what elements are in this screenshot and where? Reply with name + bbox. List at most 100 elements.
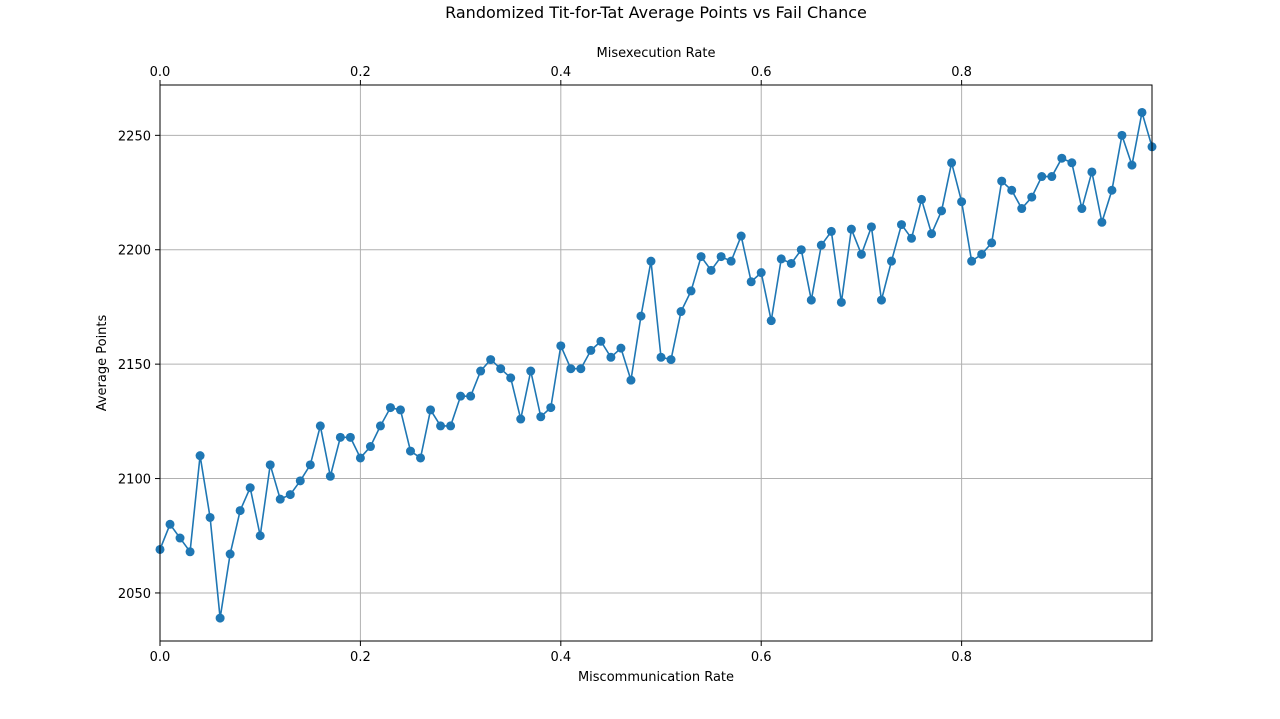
x-top-tick-label: 0.0	[150, 65, 171, 80]
data-point	[927, 229, 937, 239]
data-point	[506, 373, 516, 383]
data-point	[576, 364, 586, 374]
data-point	[426, 405, 436, 415]
data-point	[486, 355, 496, 365]
data-point	[816, 240, 826, 250]
data-point	[1117, 130, 1127, 140]
data-point	[255, 531, 265, 541]
data-point	[345, 432, 355, 442]
data-point	[776, 254, 786, 264]
data-point	[235, 506, 245, 516]
x-top-tick-label: 0.8	[951, 65, 972, 80]
y-axis-label: Average Points	[95, 314, 110, 411]
data-point	[1087, 167, 1097, 177]
data-point	[997, 176, 1007, 186]
data-point	[766, 316, 776, 326]
data-point	[826, 226, 836, 236]
data-point	[375, 421, 385, 431]
chart-title: Randomized Tit-for-Tat Average Points vs…	[445, 3, 867, 22]
data-point	[1067, 158, 1077, 168]
points	[155, 107, 1157, 623]
data-point	[696, 252, 706, 262]
data-point	[806, 295, 816, 305]
data-point	[1007, 185, 1017, 195]
data-point	[1097, 217, 1107, 227]
data-point	[947, 158, 957, 168]
data-point	[395, 405, 405, 415]
data-point	[636, 311, 646, 321]
data-point	[596, 336, 606, 346]
data-point	[496, 364, 506, 374]
ticks: 0.0 0.0 0.2 0.2 0.4 0.4 0.6 0.6 0.8 0.8 2050 2100 21…	[118, 65, 972, 665]
data-point	[315, 421, 325, 431]
x-top-tick-label: 0.6	[751, 65, 772, 80]
data-point	[656, 352, 666, 362]
data-point	[446, 421, 456, 431]
data-point	[295, 476, 305, 486]
data-point	[165, 519, 175, 529]
data-point	[646, 256, 656, 266]
x-tick-label: 0.6	[751, 650, 772, 665]
series-line-group	[159, 112, 1153, 619]
data-point	[225, 549, 235, 559]
data-point	[1027, 192, 1037, 202]
data-point	[616, 343, 626, 353]
data-point	[686, 286, 696, 296]
data-point	[215, 613, 225, 623]
x-axis-label: Miscommunication Rate	[578, 670, 734, 685]
data-point	[746, 277, 756, 287]
data-point	[416, 453, 426, 463]
data-point	[536, 412, 546, 422]
data-point	[546, 403, 556, 413]
data-point	[1127, 160, 1137, 170]
data-point	[836, 297, 846, 307]
data-point	[1137, 107, 1147, 117]
data-point	[586, 345, 596, 355]
data-point	[1047, 172, 1057, 182]
data-point	[335, 432, 345, 442]
plot-frame	[159, 84, 1153, 642]
data-point	[856, 249, 866, 259]
y-tick-label: 2100	[118, 473, 151, 488]
data-point	[456, 391, 466, 401]
x-top-tick-label: 0.2	[350, 65, 371, 80]
data-point	[606, 352, 616, 362]
data-point	[365, 442, 375, 452]
data-point	[907, 233, 917, 243]
data-point	[1037, 172, 1047, 182]
data-point	[736, 231, 746, 241]
data-point	[876, 295, 886, 305]
y-tick-label: 2150	[118, 358, 151, 373]
data-point	[866, 222, 876, 232]
data-point	[1017, 204, 1027, 214]
data-point	[1107, 185, 1117, 195]
data-point	[205, 512, 215, 522]
x-axis-top-label: Misexecution Rate	[597, 46, 716, 61]
data-point	[846, 224, 856, 234]
data-point	[406, 446, 416, 456]
data-point	[786, 258, 796, 268]
data-point	[886, 256, 896, 266]
data-point	[195, 451, 205, 461]
data-point	[796, 245, 806, 255]
y-tick-label: 2200	[118, 244, 151, 259]
y-tick-label: 2050	[118, 587, 151, 602]
data-point	[977, 249, 987, 259]
grid-lines	[159, 85, 1152, 641]
x-tick-label: 0.0	[150, 650, 171, 665]
data-point	[626, 375, 636, 385]
data-point	[957, 197, 967, 207]
y-tick-label: 2250	[118, 129, 151, 144]
data-point	[245, 483, 255, 493]
data-point	[265, 460, 275, 470]
series-line	[159, 112, 1153, 619]
data-point	[676, 307, 686, 317]
data-point	[305, 460, 315, 470]
x-tick-label: 0.4	[550, 650, 571, 665]
data-point	[325, 471, 335, 481]
data-point	[716, 252, 726, 262]
data-point	[967, 256, 977, 266]
data-point	[566, 364, 576, 374]
data-point	[937, 206, 947, 216]
